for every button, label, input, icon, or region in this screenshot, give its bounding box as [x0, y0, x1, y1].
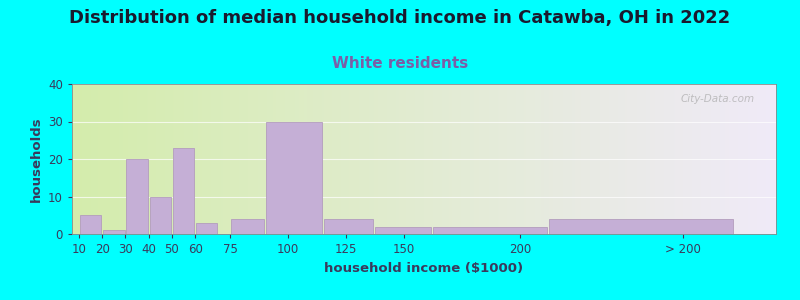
Bar [126, 159, 148, 234]
Bar [433, 226, 547, 234]
Text: White residents: White residents [332, 56, 468, 70]
Bar [150, 196, 171, 234]
Bar [196, 223, 218, 234]
Bar [231, 219, 264, 234]
X-axis label: household income ($1000): household income ($1000) [325, 262, 523, 275]
Bar [173, 148, 194, 234]
Text: City-Data.com: City-Data.com [681, 94, 755, 104]
Y-axis label: households: households [30, 116, 42, 202]
Text: Distribution of median household income in Catawba, OH in 2022: Distribution of median household income … [70, 9, 730, 27]
Bar [266, 122, 322, 234]
Bar [375, 226, 431, 234]
Bar [80, 215, 102, 234]
Bar [324, 219, 373, 234]
Bar [550, 219, 734, 234]
Bar [103, 230, 125, 234]
